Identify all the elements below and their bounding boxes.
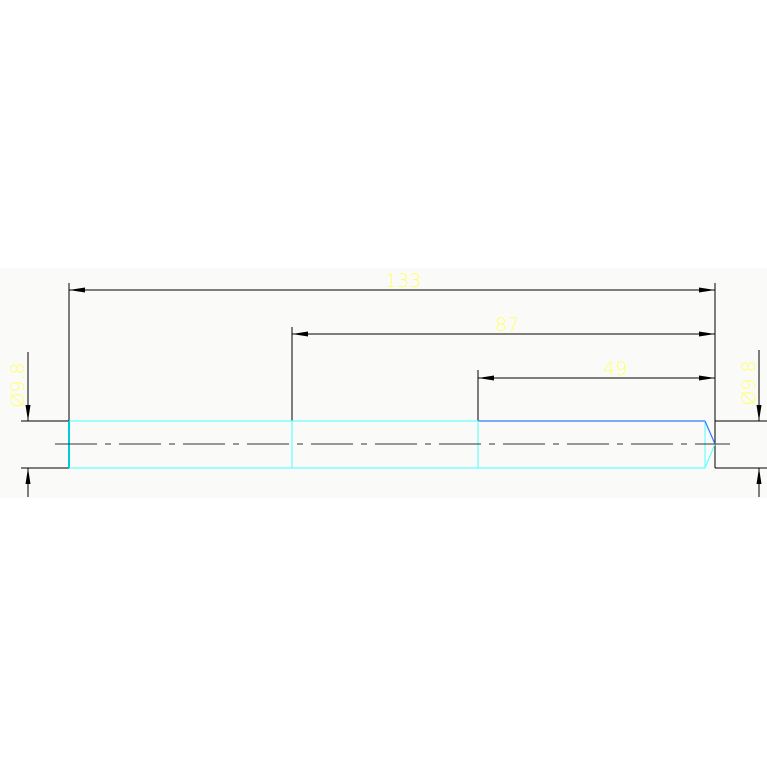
dimension-text-49: 49 [603, 358, 627, 380]
dimension-text-87: 87 [495, 314, 519, 336]
diameter-text-right: Ø9.8 [738, 360, 760, 405]
drawing-area [0, 268, 767, 498]
dimension-text-133: 133 [385, 270, 421, 292]
diameter-text-left: Ø9.8 [7, 362, 29, 407]
